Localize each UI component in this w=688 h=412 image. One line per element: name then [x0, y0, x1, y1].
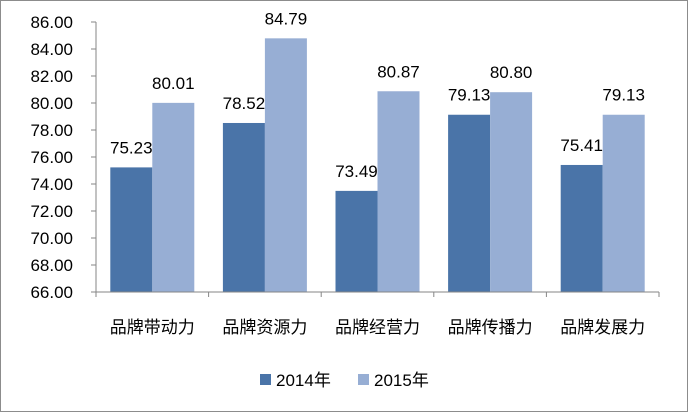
bar-2014	[335, 190, 378, 292]
data-label: 75.41	[560, 136, 603, 155]
y-tick-label: 86.00	[30, 13, 73, 32]
y-tick-label: 76.00	[30, 148, 73, 167]
y-tick-label: 70.00	[30, 229, 73, 248]
y-tick-label: 72.00	[30, 202, 73, 221]
bars	[110, 38, 645, 293]
category-label: 品牌带动力	[110, 318, 195, 338]
data-label: 80.80	[490, 63, 533, 82]
data-label: 79.13	[448, 86, 491, 105]
data-label: 84.79	[265, 9, 308, 28]
y-tick-label: 78.00	[30, 121, 73, 140]
legend-label: 2014年	[276, 371, 331, 390]
bar-2014	[448, 114, 491, 293]
bar-2015	[490, 92, 533, 292]
bar-2015	[264, 38, 307, 293]
bar-2015	[377, 91, 420, 292]
bar-2014	[222, 122, 265, 292]
y-tick-label: 80.00	[30, 94, 73, 113]
y-tick-label: 84.00	[30, 40, 73, 59]
y-tick-label: 66.00	[30, 283, 73, 302]
bar-2014	[560, 164, 603, 292]
legend-label: 2015年	[374, 371, 429, 390]
x-axis: 品牌带动力 品牌资源力 品牌经营力 品牌传播力 品牌发展力	[95, 291, 660, 338]
data-label: 73.49	[335, 162, 378, 181]
category-label: 品牌传播力	[448, 318, 533, 338]
data-label: 80.01	[152, 74, 195, 93]
y-tick-label: 74.00	[30, 175, 73, 194]
category-label: 品牌资源力	[222, 318, 307, 338]
y-axis: 66.00 68.00 70.00 72.00 74.00 76.00 78.00 80.00…	[30, 13, 97, 302]
y-tick-label: 82.00	[30, 67, 73, 86]
data-labels: 75.23 80.01 78.52 84.79 73.49 80.87 79.13 80.80…	[110, 9, 645, 181]
data-label: 75.23	[110, 138, 153, 157]
bar-2015	[602, 114, 645, 293]
data-label: 80.87	[377, 62, 420, 81]
bar-2015	[152, 102, 195, 293]
data-label: 79.13	[602, 86, 645, 105]
category-label: 品牌发展力	[560, 318, 645, 338]
legend: 2014年 2015年	[260, 371, 429, 390]
category-label: 品牌经营力	[335, 318, 420, 338]
y-tick-label: 68.00	[30, 256, 73, 275]
legend-swatch	[260, 374, 271, 385]
data-label: 78.52	[223, 94, 266, 113]
legend-swatch	[358, 374, 369, 385]
bar-2014	[110, 167, 153, 292]
